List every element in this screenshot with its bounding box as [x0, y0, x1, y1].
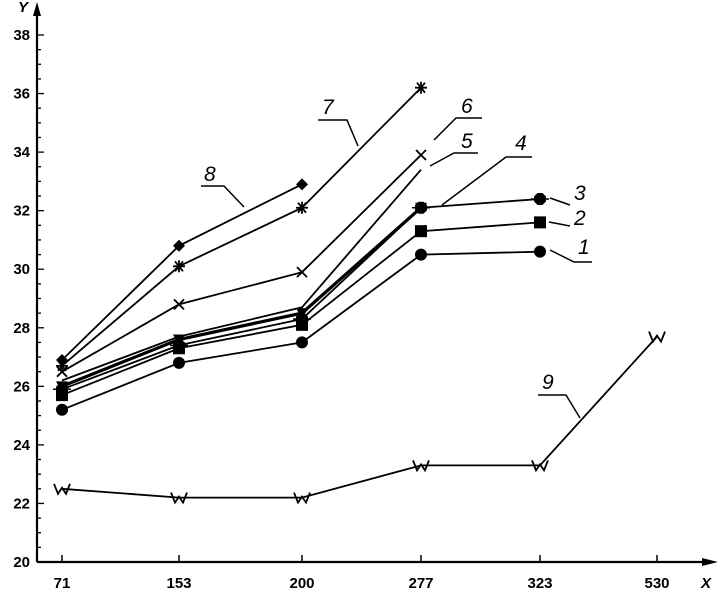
y-tick-label: 24	[13, 437, 30, 454]
y-axis-title: Y	[18, 0, 30, 16]
series-group	[53, 81, 666, 505]
y-tick-label: 38	[13, 27, 30, 44]
data-point	[296, 201, 308, 214]
data-point	[531, 460, 549, 473]
series-label: 7	[322, 96, 335, 119]
data-point	[173, 239, 185, 252]
y-tick-label: 28	[13, 320, 30, 337]
y-tick-label: 34	[13, 144, 30, 161]
data-point	[296, 266, 308, 278]
x-tick-label: 277	[408, 575, 433, 592]
data-point	[415, 202, 427, 214]
series-label: 9	[542, 371, 554, 394]
data-point	[293, 492, 311, 505]
series-label: 6	[461, 95, 473, 118]
data-point	[170, 492, 188, 505]
y-tick-label: 32	[13, 203, 30, 220]
x-axis-title: X	[700, 575, 712, 592]
x-tick-label: 323	[527, 575, 552, 592]
x-tick-label: 200	[289, 575, 314, 592]
y-tick-label: 36	[13, 86, 30, 103]
data-point	[296, 308, 308, 320]
series-leader-line	[433, 117, 482, 141]
series-9	[53, 331, 666, 505]
axes: YX	[18, 0, 718, 592]
data-point	[296, 178, 308, 191]
series-label: 5	[461, 130, 473, 153]
series-line	[61, 335, 658, 499]
data-point	[53, 483, 71, 496]
data-point	[415, 225, 427, 238]
series-line	[61, 206, 423, 388]
data-point	[415, 149, 427, 161]
series-leader-line	[548, 221, 571, 227]
data-point	[296, 336, 308, 349]
series-1	[56, 245, 546, 416]
series-label: 8	[204, 163, 216, 186]
y-tick-label: 26	[13, 378, 30, 395]
data-point	[173, 260, 185, 273]
series-label: 3	[574, 182, 586, 205]
series-leader-line	[549, 197, 571, 206]
series-line	[61, 183, 303, 361]
series-4	[56, 202, 427, 393]
series-label: 4	[515, 132, 527, 155]
data-point	[56, 353, 68, 366]
data-point	[173, 356, 185, 369]
x-tick-label: 153	[166, 575, 191, 592]
data-point	[415, 81, 427, 94]
series-leader-line	[441, 156, 532, 206]
data-point	[534, 245, 546, 258]
x-tick-label: 530	[644, 575, 669, 592]
data-point	[173, 298, 185, 310]
series-leader-line	[318, 119, 359, 147]
series-line	[61, 169, 422, 382]
series-leader-line	[538, 394, 581, 419]
y-tick-label: 22	[13, 495, 30, 512]
data-point	[56, 381, 68, 393]
x-axis-arrow	[702, 558, 718, 566]
y-tick-label: 20	[13, 554, 30, 571]
data-point	[534, 216, 546, 229]
data-point	[412, 460, 430, 473]
series-3	[53, 193, 549, 396]
y-tick-label: 30	[13, 261, 30, 278]
data-point	[648, 331, 666, 344]
series-leader-line	[429, 152, 478, 167]
series-label: 2	[573, 207, 586, 230]
y-axis-arrow	[33, 2, 41, 16]
series-line	[61, 87, 422, 367]
series-8	[56, 178, 308, 366]
series-6	[56, 149, 427, 378]
series-5	[61, 169, 422, 382]
series-label: 1	[578, 236, 590, 259]
x-tick-label: 71	[54, 575, 71, 592]
series-line	[61, 154, 422, 373]
data-point	[415, 248, 427, 261]
series-leader-line	[201, 185, 245, 208]
data-point	[56, 403, 68, 416]
series-leader-line	[549, 249, 592, 263]
